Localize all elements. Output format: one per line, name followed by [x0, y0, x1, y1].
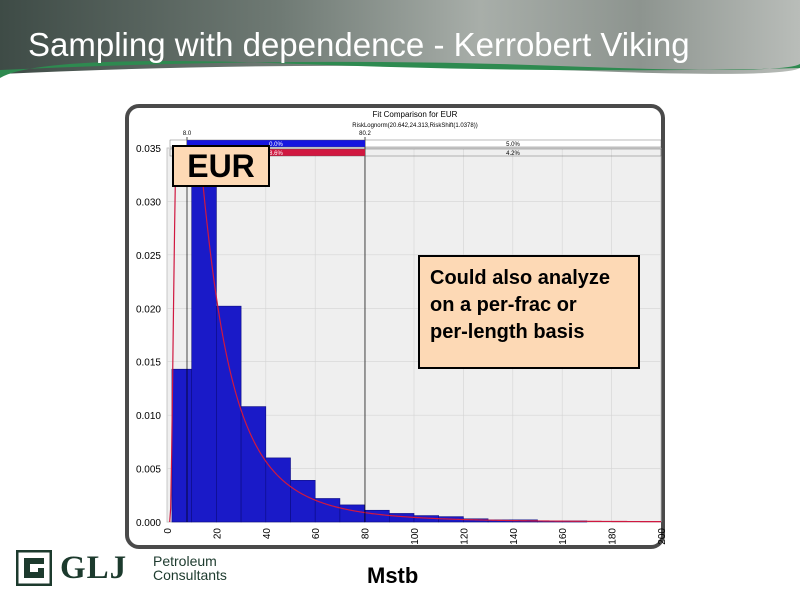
blue-band-frame — [169, 139, 662, 148]
right-marker-label: 80.2 — [359, 131, 371, 137]
x-tick-label-8: 160 — [558, 528, 569, 545]
histogram-bar-1 — [191, 182, 217, 523]
x-tick-label-10: 200 — [657, 528, 668, 545]
blue-band-left-pct: 0.0% — [269, 142, 283, 148]
note-line-2: on a per-frac or — [430, 294, 577, 316]
histogram-bar-3 — [240, 406, 267, 523]
x-tick-label-2: 40 — [262, 528, 273, 540]
y-tick-label-2: 0.010 — [136, 411, 161, 422]
histogram-bar-4 — [265, 457, 291, 523]
eur-callout: EUR — [172, 145, 270, 187]
logo-name: GLJ — [60, 550, 128, 586]
x-tick-label-3: 60 — [311, 528, 322, 540]
note-line-1: Could also analyze — [430, 267, 611, 289]
glj-logo-icon — [16, 550, 52, 586]
histogram-bar-8 — [364, 509, 390, 523]
histogram-bar-7 — [339, 504, 365, 523]
x-tick-label-5: 100 — [410, 528, 421, 545]
x-tick-label-6: 120 — [459, 528, 470, 545]
fit-curve — [169, 147, 661, 523]
slide-title: Sampling with dependence - Kerrobert Vik… — [28, 26, 690, 63]
y-tick-label-4: 0.020 — [136, 304, 161, 315]
y-tick-label-1: 0.005 — [136, 465, 161, 476]
header-background — [0, 60, 800, 92]
histogram-bar-0 — [171, 368, 193, 523]
y-tick-label-7: 0.035 — [136, 144, 161, 155]
blue-band-fill — [187, 140, 365, 147]
x-tick-label-4: 80 — [361, 528, 372, 540]
red-band-left-pct: 8.6% — [269, 151, 283, 157]
y-tick-label-6: 0.030 — [136, 197, 161, 208]
analysis-note-callout: Could also analyze on a per-frac or per-… — [418, 255, 640, 369]
red-band-fill — [187, 149, 365, 156]
x-tick-label-1: 20 — [212, 528, 223, 540]
x-tick-label-7: 140 — [509, 528, 520, 545]
chart-subtitle: RiskLognorm(20.642,24.313,RiskShift(1.03… — [352, 123, 477, 129]
x-axis-unit-label: Mstb — [367, 563, 419, 588]
note-line-3: per-length basis — [430, 321, 585, 343]
logo-line-2: Consultants — [153, 567, 227, 583]
company-logo: GLJ Petroleum Consultants — [16, 548, 256, 592]
logo-line-1: Petroleum — [153, 553, 217, 569]
logo-subtitle: Petroleum Consultants — [153, 554, 227, 582]
y-axis-ticks: 0.000 0.005 0.010 0.015 0.020 0.025 0.030 0.035 — [136, 144, 161, 529]
x-axis-ticks: 0 20 40 60 80 100 120 140 160 180 200 — [163, 528, 668, 545]
y-tick-label-0: 0.000 — [136, 518, 161, 529]
red-band-frame — [169, 148, 662, 157]
slide-header: Sampling with dependence - Kerrobert Vik… — [0, 0, 800, 92]
histogram-bar-2 — [216, 305, 242, 523]
blue-band-right-pct: 5.0% — [506, 142, 520, 148]
x-tick-label-9: 180 — [608, 528, 619, 545]
red-band-right-pct: 4.2% — [506, 151, 520, 157]
chart-title: Fit Comparison for EUR — [373, 110, 458, 119]
y-tick-label-3: 0.015 — [136, 358, 161, 369]
y-tick-label-5: 0.025 — [136, 251, 161, 262]
left-marker-label: 8.0 — [183, 131, 192, 137]
histogram-bar-5 — [290, 480, 316, 523]
x-tick-label-0: 0 — [163, 528, 174, 534]
